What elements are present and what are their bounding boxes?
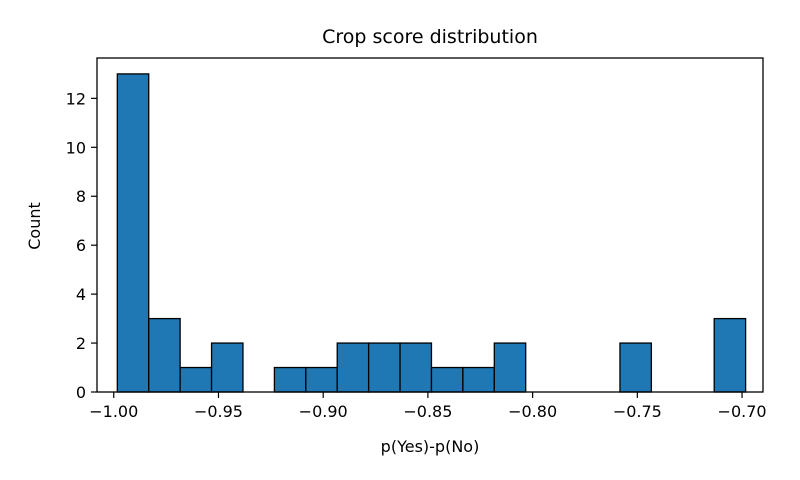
y-tick-label: 12 — [66, 89, 86, 108]
y-tick-label: 6 — [76, 236, 86, 255]
histogram-bar-8 — [367, 342, 401, 393]
y-tick-label: 2 — [76, 334, 86, 353]
histogram-bar-12 — [493, 342, 527, 393]
y-tick-label: 4 — [76, 285, 86, 304]
histogram-bar-5 — [273, 366, 307, 393]
y-tick-label: 10 — [66, 138, 86, 157]
x-tick-label: −0.90 — [299, 402, 348, 421]
histogram-bar-10 — [430, 366, 464, 393]
histogram-bar-3 — [210, 342, 244, 393]
x-tick-label: −0.75 — [613, 402, 662, 421]
y-tick-label: 8 — [76, 187, 86, 206]
y-axis-label: Count — [25, 202, 44, 250]
x-tick-label: −0.95 — [194, 402, 243, 421]
x-ticks-group: −1.00 −0.95 −0.90 −0.85 −0.80 −0.75 −0.70 — [89, 392, 767, 421]
x-tick-label: −0.80 — [508, 402, 557, 421]
histogram-bar-2 — [179, 366, 213, 393]
histogram-bar-16 — [619, 342, 653, 393]
histogram-bar-0 — [116, 73, 150, 393]
histogram-bar-9 — [399, 342, 433, 393]
histogram-bar-11 — [462, 366, 495, 393]
y-tick-label: 0 — [76, 383, 86, 402]
x-axis-label: p(Yes)-p(No) — [381, 437, 480, 456]
histogram-bar-6 — [305, 366, 338, 393]
bars-group — [116, 73, 747, 393]
histogram-bar-1 — [148, 317, 181, 393]
plot-frame — [96, 57, 764, 393]
histogram-bar-19 — [713, 317, 747, 393]
x-tick-label: −1.00 — [89, 402, 138, 421]
histogram-bar-7 — [336, 342, 370, 393]
x-tick-label: −0.70 — [718, 402, 767, 421]
chart-title: Crop score distribution — [322, 26, 538, 48]
y-ticks-group: 0 2 4 6 8 10 12 — [66, 89, 97, 402]
x-tick-label: −0.85 — [403, 402, 452, 421]
